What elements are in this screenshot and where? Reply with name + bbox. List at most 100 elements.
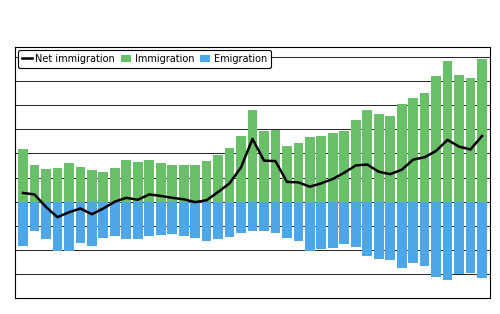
Bar xyxy=(477,202,487,279)
Net immigration xyxy=(146,192,152,196)
Bar xyxy=(340,131,349,202)
Bar xyxy=(397,104,406,202)
Bar xyxy=(236,202,246,233)
Bar xyxy=(442,202,452,280)
Bar xyxy=(144,160,154,202)
Bar xyxy=(431,76,441,202)
Bar xyxy=(87,202,97,246)
Bar xyxy=(179,202,188,236)
Net immigration xyxy=(433,149,439,153)
Bar xyxy=(122,202,131,239)
Bar xyxy=(52,168,62,202)
Bar xyxy=(270,130,280,202)
Bar xyxy=(64,163,74,202)
Bar xyxy=(328,133,338,202)
Bar xyxy=(18,149,28,202)
Bar xyxy=(224,202,234,237)
Bar xyxy=(282,146,292,202)
Bar xyxy=(190,202,200,238)
Net immigration xyxy=(169,196,175,200)
Bar xyxy=(466,78,475,202)
Bar xyxy=(305,202,314,251)
Bar xyxy=(248,110,258,202)
Net immigration xyxy=(204,198,210,202)
Bar xyxy=(305,138,314,202)
Bar xyxy=(202,161,211,202)
Bar xyxy=(41,169,51,202)
Bar xyxy=(76,167,86,202)
Bar xyxy=(179,165,188,202)
Net immigration xyxy=(112,200,118,203)
Bar xyxy=(386,116,395,202)
Bar xyxy=(454,202,464,274)
Bar xyxy=(110,202,120,236)
Bar xyxy=(202,202,211,241)
Bar xyxy=(76,202,86,243)
Line: Net immigration: Net immigration xyxy=(23,136,482,217)
Bar xyxy=(294,202,304,241)
Bar xyxy=(52,202,62,251)
Bar xyxy=(236,136,246,202)
Bar xyxy=(190,165,200,202)
Net immigration xyxy=(456,145,462,149)
Net immigration xyxy=(89,212,95,216)
Bar xyxy=(270,202,280,233)
Net immigration xyxy=(215,190,221,194)
Net immigration xyxy=(468,148,473,151)
Net immigration xyxy=(100,207,106,210)
Net immigration xyxy=(330,177,336,181)
Net immigration xyxy=(284,180,290,184)
Bar xyxy=(168,202,177,234)
Bar xyxy=(454,75,464,202)
Bar xyxy=(156,202,166,235)
Bar xyxy=(442,61,452,202)
Net immigration xyxy=(376,170,382,174)
Net immigration xyxy=(135,198,141,202)
Net immigration xyxy=(54,215,60,219)
Legend: Net immigration, Immigration, Emigration: Net immigration, Immigration, Emigration xyxy=(18,50,270,68)
Bar xyxy=(351,202,360,247)
Bar xyxy=(340,202,349,244)
Net immigration xyxy=(364,163,370,166)
Net immigration xyxy=(66,210,72,214)
Bar xyxy=(374,114,384,202)
Net immigration xyxy=(250,137,256,141)
Net immigration xyxy=(353,164,359,167)
Bar xyxy=(374,202,384,259)
Bar xyxy=(420,93,430,202)
Bar xyxy=(408,98,418,202)
Bar xyxy=(386,202,395,260)
Bar xyxy=(213,202,223,239)
Bar xyxy=(64,202,74,251)
Net immigration xyxy=(410,158,416,161)
Bar xyxy=(397,202,406,268)
Bar xyxy=(431,202,441,277)
Net immigration xyxy=(444,138,450,142)
Bar xyxy=(168,165,177,202)
Net immigration xyxy=(387,172,393,176)
Bar xyxy=(420,202,430,266)
Bar xyxy=(282,202,292,238)
Bar xyxy=(87,170,97,202)
Bar xyxy=(18,202,28,246)
Bar xyxy=(224,148,234,202)
Bar xyxy=(294,143,304,202)
Bar xyxy=(133,162,142,202)
Bar xyxy=(30,165,40,202)
Net immigration xyxy=(43,205,49,209)
Net immigration xyxy=(422,155,428,159)
Bar xyxy=(144,202,154,236)
Bar xyxy=(133,202,142,239)
Bar xyxy=(477,59,487,202)
Net immigration xyxy=(180,198,186,201)
Net immigration xyxy=(398,168,404,172)
Net immigration xyxy=(238,165,244,169)
Net immigration xyxy=(124,196,130,200)
Net immigration xyxy=(307,185,313,189)
Bar xyxy=(351,120,360,202)
Net immigration xyxy=(261,159,267,163)
Bar xyxy=(328,202,338,247)
Bar xyxy=(316,136,326,202)
Net immigration xyxy=(158,194,164,198)
Net immigration xyxy=(20,191,26,195)
